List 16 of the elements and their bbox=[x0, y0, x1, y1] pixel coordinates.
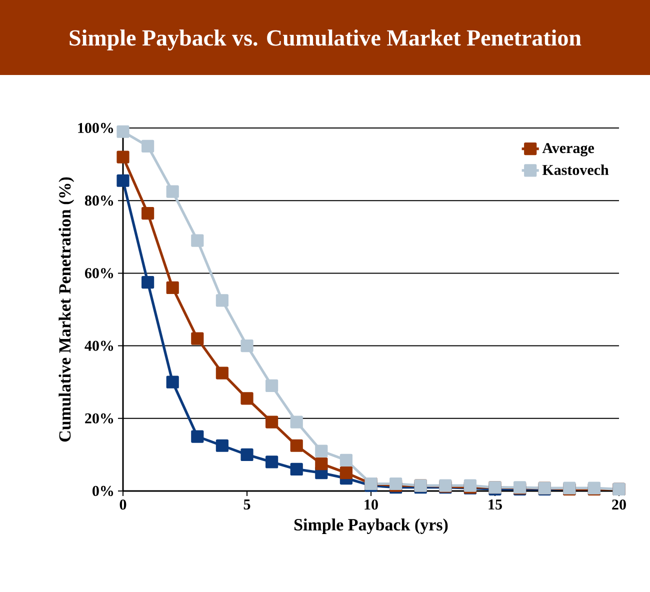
legend-label: Kastovech bbox=[542, 164, 609, 176]
y-tick-label: 80% bbox=[84, 196, 114, 206]
x-tick-label: 15 bbox=[488, 500, 502, 510]
chart-title: Simple Payback vs. Cumulative Market Penetration bbox=[70, 30, 582, 50]
y-tick-label: 60% bbox=[84, 268, 114, 278]
x-tick-label: 20 bbox=[612, 500, 626, 510]
y-tick-label: 20% bbox=[85, 413, 114, 424]
x-tick-label: 10 bbox=[364, 500, 378, 510]
x-tick-label: 0 bbox=[120, 500, 126, 510]
legend-label: Average bbox=[542, 143, 594, 156]
x-axis-title: Simple Payback (yrs) bbox=[294, 518, 448, 534]
y-tick-label: 0% bbox=[92, 486, 114, 496]
y-axis-title: Cumulative Market Penetration (%) bbox=[58, 177, 74, 442]
y-tick-label: 100% bbox=[78, 122, 114, 134]
y-tick-label: 40% bbox=[84, 340, 114, 351]
x-tick-label: 5 bbox=[244, 500, 250, 510]
